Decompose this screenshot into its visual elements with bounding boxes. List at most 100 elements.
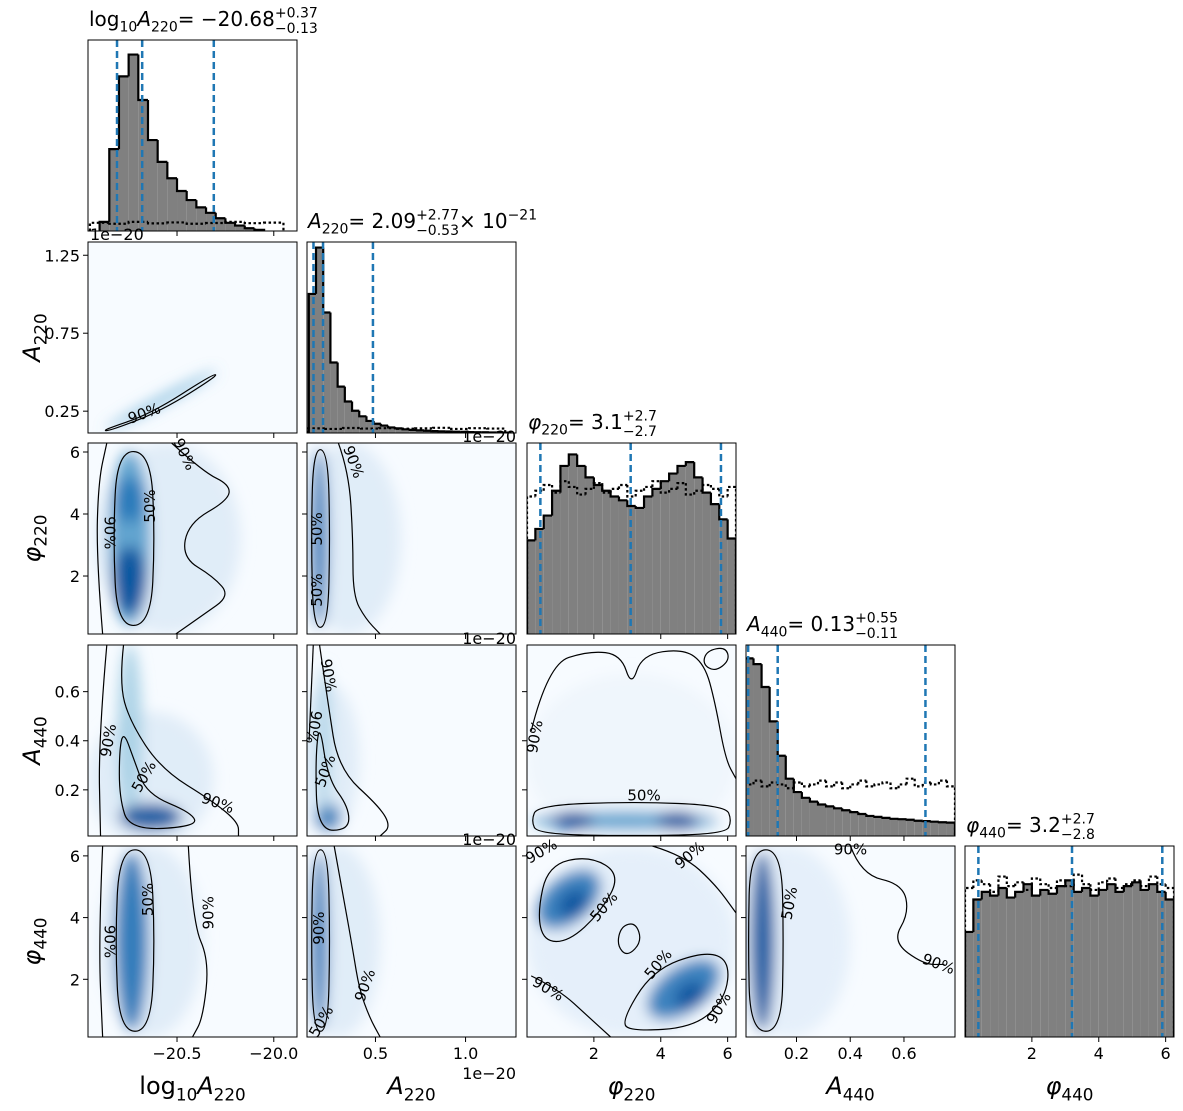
- density-blob: [317, 664, 330, 817]
- histogram: [746, 645, 955, 836]
- contour: [115, 849, 155, 1032]
- histogram-bar: [866, 815, 875, 836]
- histogram-bar: [769, 721, 778, 836]
- histogram-step: [386, 425, 396, 429]
- histogram-step: [718, 504, 728, 521]
- histogram-step: [1080, 886, 1091, 892]
- histogram-bar: [568, 454, 578, 634]
- prior-step: [204, 221, 226, 225]
- prior-step: [1139, 880, 1149, 888]
- prior-step: [542, 483, 553, 491]
- math-part: 10: [176, 1085, 197, 1105]
- prior-step: [166, 221, 187, 224]
- prior-step: [760, 780, 770, 788]
- math-part: +2.7: [1061, 812, 1095, 828]
- prior-step: [1047, 884, 1057, 890]
- histogram-bar: [990, 895, 999, 1037]
- histogram-step: [881, 816, 891, 819]
- contour-label: 50%: [627, 786, 660, 804]
- histogram-step: [350, 401, 360, 412]
- histogram-bar: [652, 488, 661, 634]
- histogram-bar: [1123, 886, 1133, 1037]
- prior-step: [709, 485, 720, 490]
- histogram-step: [601, 485, 611, 492]
- prior-step: [808, 783, 818, 787]
- histogram-step: [1139, 882, 1149, 892]
- density-blob: [115, 851, 149, 1032]
- math-part: φ: [528, 410, 541, 434]
- y-tick-label: 0.2: [55, 781, 80, 800]
- density-blob: [750, 851, 776, 1032]
- histogram-step: [166, 161, 178, 180]
- math-part: +0.37: [275, 6, 318, 22]
- histogram-step: [146, 100, 158, 142]
- prior-step: [889, 782, 899, 790]
- histogram-step: [642, 495, 653, 508]
- prior-step: [897, 783, 907, 789]
- histogram-bar: [1098, 889, 1108, 1037]
- histogram-step: [408, 428, 417, 431]
- histogram-step: [800, 792, 810, 799]
- histogram-bar: [727, 538, 736, 634]
- histogram-bar: [660, 481, 670, 634]
- offset-text: 1e−20: [90, 225, 144, 244]
- prior-step: [1131, 879, 1141, 885]
- histogram-step: [185, 190, 197, 202]
- histogram-step: [1005, 888, 1016, 899]
- histogram-step: [701, 477, 711, 494]
- prior-step: [559, 480, 569, 493]
- histogram-bar: [109, 149, 119, 231]
- prior-step: [146, 221, 168, 225]
- panel-background: [88, 242, 297, 433]
- math-part: A: [18, 345, 46, 363]
- histogram-step: [314, 246, 324, 294]
- contour: [113, 450, 155, 627]
- histogram-bar: [1006, 897, 1016, 1037]
- prior-step: [567, 481, 578, 489]
- histogram-bar: [344, 401, 353, 433]
- histogram-bar: [826, 806, 835, 836]
- prior-step: [1080, 874, 1091, 886]
- histogram-bar: [118, 76, 129, 231]
- math-label: A 220 = 2.09 +2.77−0.53 × 10 −21: [306, 208, 537, 239]
- histogram-bar: [1115, 891, 1124, 1037]
- prior-step: [1014, 881, 1024, 887]
- histogram-step: [937, 821, 947, 824]
- math-part: φ: [608, 1072, 624, 1100]
- histogram-bar: [1015, 891, 1024, 1037]
- histogram-step: [997, 886, 1007, 896]
- math-part: 220: [623, 1085, 655, 1105]
- density-blob: [558, 889, 588, 918]
- histogram-bar: [409, 429, 417, 433]
- prior-step: [1005, 876, 1016, 888]
- histogram-bar: [635, 507, 645, 634]
- prior-step: [937, 779, 947, 785]
- density: [307, 645, 389, 836]
- math-part: = 2.09: [348, 209, 416, 233]
- histogram-step: [873, 815, 883, 818]
- math-label: φ 220 = 3.1 +2.7−2.7: [528, 409, 657, 440]
- histogram-bar: [1148, 884, 1158, 1037]
- prior-step: [929, 782, 939, 786]
- histogram-step: [988, 891, 999, 897]
- histogram-step: [415, 429, 425, 432]
- histogram-step: [709, 492, 720, 506]
- prior-step: [185, 222, 207, 225]
- histogram-step: [358, 410, 367, 418]
- contour: [617, 923, 641, 955]
- histogram-step: [726, 519, 736, 634]
- histogram-step: [857, 812, 867, 816]
- contour: [187, 846, 208, 1037]
- density-blob: [311, 851, 328, 1032]
- histogram-step: [567, 453, 578, 466]
- density-blob: [115, 477, 145, 524]
- histogram-step: [792, 778, 802, 794]
- prior-step: [1072, 873, 1083, 887]
- density-blob: [552, 811, 594, 831]
- histogram-step: [175, 178, 187, 193]
- x-tick-label: −20.5: [153, 1044, 202, 1063]
- panel-frame: [306, 845, 517, 1038]
- prior-step: [849, 783, 859, 789]
